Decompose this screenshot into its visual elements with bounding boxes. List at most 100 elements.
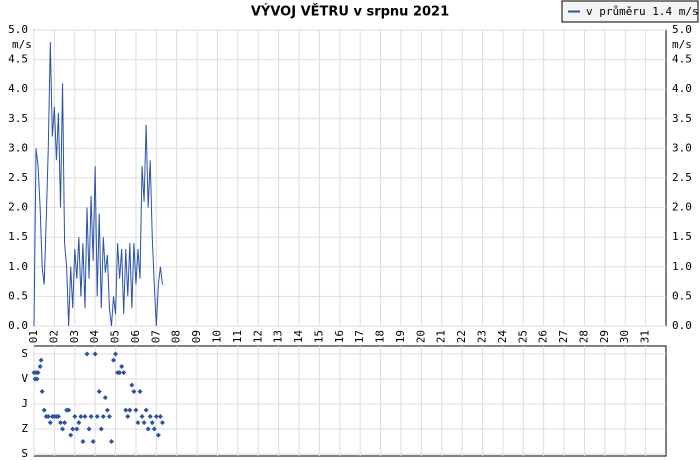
direction-point [55,414,61,419]
direction-point [104,407,110,413]
y-tick-label: 4.0 [8,82,28,95]
direction-point [143,407,149,413]
direction-point [92,351,98,357]
y-unit-right: m/s [672,38,692,51]
x-tick-label: 31 [639,330,652,343]
direction-point [82,414,88,419]
wind-line [33,41,163,327]
direction-point [37,364,43,369]
direction-point [39,389,45,394]
x-tick-label: 14 [292,330,305,344]
x-tick-label: 21 [435,330,448,343]
x-tick-label: 29 [598,330,611,343]
y-tick-label: 5.0 [8,23,28,36]
x-tick-label: 09 [190,330,203,343]
x-tick-label: 23 [476,330,489,343]
direction-point [34,376,40,382]
x-tick-label: 11 [231,330,244,343]
direction-point [123,407,129,413]
direction-point [139,414,145,419]
x-tick-label: 07 [149,330,162,343]
direction-point [111,357,117,363]
direction-point [159,420,165,426]
y-tick-label: V [21,372,28,385]
y-tick-label-right: 1.5 [672,230,692,243]
y-tick-label: S [21,447,28,460]
direction-point [141,420,147,426]
direction-point [76,420,82,426]
x-tick-label: 13 [272,330,285,343]
x-tick-label: 19 [394,330,407,343]
direction-point [70,426,76,432]
direction-point [106,414,112,419]
y-tick-label: 3.0 [8,141,28,154]
direction-point [135,420,141,426]
x-tick-label: 06 [129,330,142,343]
x-tick-label: 26 [537,330,550,343]
y-tick-label-right: 4.0 [672,82,692,95]
direction-point [131,389,137,394]
x-tick-label: 05 [109,330,122,343]
direction-point [72,414,78,419]
x-tick-label: 15 [312,330,325,343]
y-tick-label: 1.0 [8,260,28,273]
x-tick-label: 12 [251,330,264,343]
legend-box [561,0,699,23]
direction-point [96,389,102,394]
direction-point [157,414,163,419]
direction-point [113,351,119,357]
y-tick-label: Z [21,422,28,435]
y-tick-label-right: 1.0 [672,260,692,273]
direction-point [129,382,135,388]
direction-point [90,439,96,444]
direction-point [153,414,159,419]
y-tick-label: 0.5 [8,289,28,302]
x-tick-label: 02 [47,330,60,343]
direction-point [102,395,108,401]
direction-point [35,370,41,376]
direction-point [68,432,74,438]
direction-point [137,389,143,394]
y-tick-label-right: 0.0 [672,319,692,332]
direction-point [62,420,68,426]
direction-point [45,414,51,419]
x-tick-label: 28 [577,330,590,343]
direction-point [41,407,47,413]
y-tick-label: 0.0 [8,319,28,332]
legend-label: v průměru 1.4 m/s [586,5,699,18]
y-tick-label-right: 2.5 [672,171,692,184]
y-tick-label-right: 4.5 [672,53,692,66]
direction-point [84,351,90,357]
direction-point [145,426,151,432]
direction-point [74,426,80,432]
direction-point [78,414,84,419]
y-tick-label: S [21,347,28,360]
direction-point [94,414,100,419]
y-tick-label-right: 3.0 [672,141,692,154]
direction-point [125,414,131,419]
y-tick-label: 1.5 [8,230,28,243]
direction-point [100,414,106,419]
y-unit: m/s [12,38,32,51]
x-tick-label: 08 [170,330,183,343]
direction-point [38,357,44,363]
x-tick-label: 30 [618,330,631,343]
direction-point [58,420,64,426]
chart-title: VÝVOJ VĚTRU v srpnu 2021 [251,4,449,20]
y-tick-label-right: 5.0 [672,23,692,36]
x-tick-label: 03 [68,330,81,343]
x-tick-label: 16 [333,330,346,343]
x-tick-label: 24 [496,330,509,344]
y-tick-label-right: 0.5 [672,289,692,302]
x-tick-label: 22 [455,330,468,343]
x-tick-label: 20 [414,330,427,343]
direction-point [88,414,94,419]
y-tick-label: J [21,397,28,410]
direction-point [121,370,127,376]
direction-point [133,407,139,413]
direction-point [47,420,53,426]
direction-point [66,407,72,413]
y-tick-label: 2.5 [8,171,28,184]
y-tick-label-right: 3.5 [672,112,692,125]
